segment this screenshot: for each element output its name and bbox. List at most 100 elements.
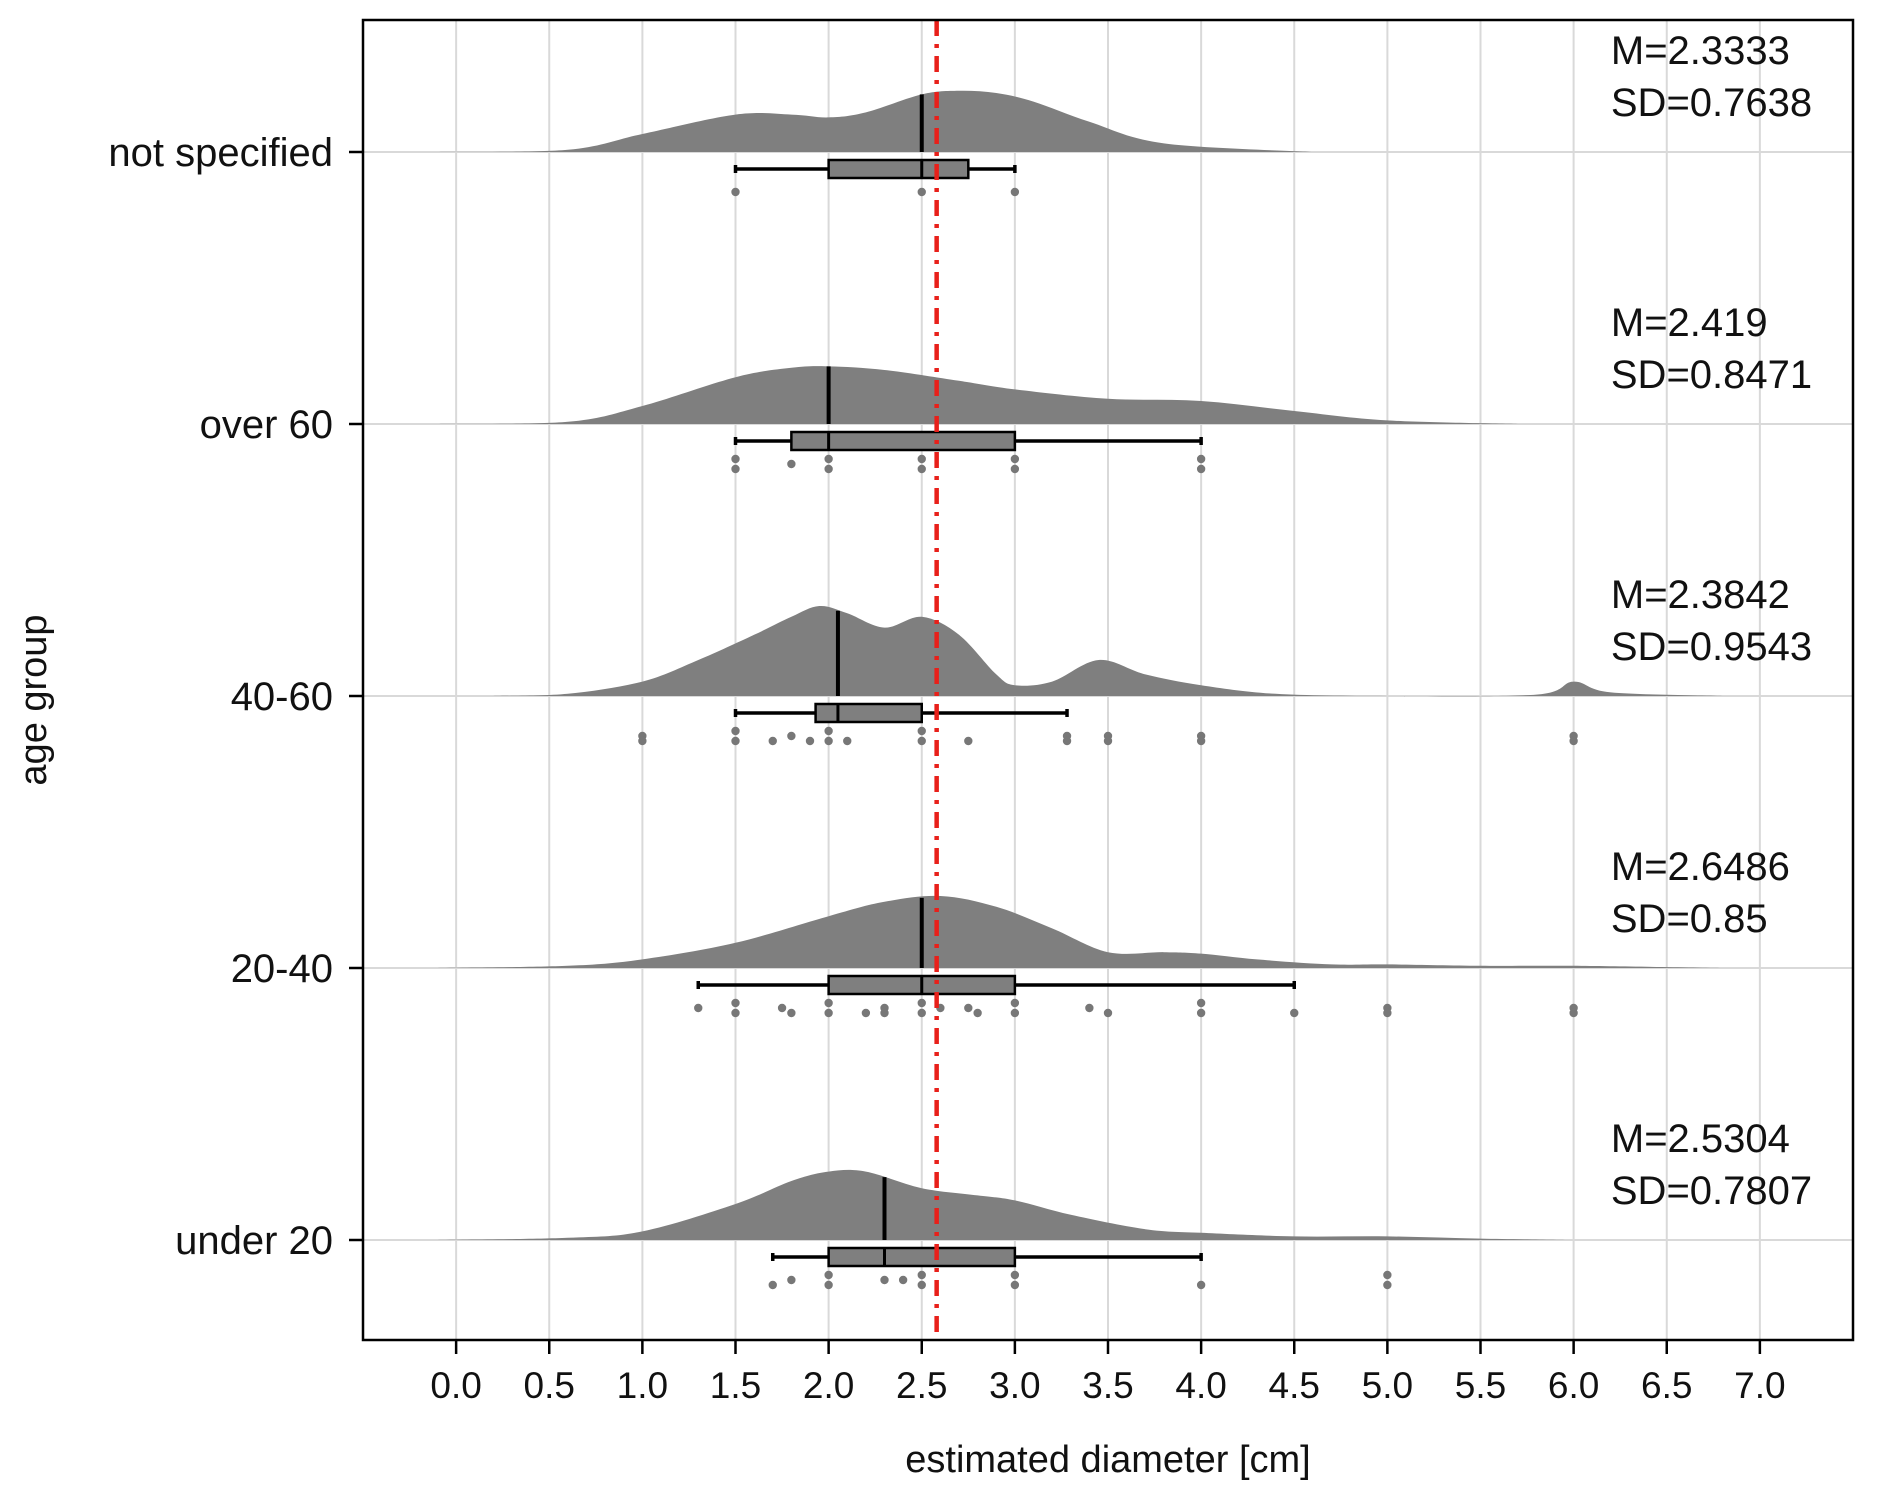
group-over-60-data-point [731,464,740,474]
group-40-60-data-point [805,736,815,746]
group-20-40-mean-label: M=2.6486 [1611,845,1790,889]
group-over-60-data-point [824,454,833,464]
group-40-60-data-point [824,726,833,736]
group-20-40-data-point [973,1008,982,1018]
group-20-40-sd-label: SD=0.85 [1611,897,1768,941]
x-tick-label: 0.0 [430,1365,481,1406]
group-20-40-data-point [787,1008,796,1018]
x-tick-label: 2.0 [803,1365,854,1406]
group-over-60-sd-label: SD=0.8471 [1611,353,1812,397]
x-tick-label: 3.0 [989,1365,1040,1406]
x-tick-label: 0.5 [524,1365,575,1406]
group-not-specified-mean-label: M=2.3333 [1611,29,1790,73]
group-over-60-data-point [1010,464,1020,474]
group-under-20-data-point [1383,1270,1392,1280]
group-not-specified-data-point [917,187,926,197]
group-20-40-data-point [917,998,926,1008]
group-over-60-box [790,430,1017,452]
group-not-specified-density-cloud [437,90,1313,152]
group-under-20-data-point [787,1275,796,1285]
group-20-40-data-point [824,998,833,1008]
group-40-60-data-point [731,736,740,746]
group-20-40-data-point [1196,1008,1206,1018]
group-not-specified-sd-label: SD=0.7638 [1611,81,1812,125]
group-over-60-data-point [731,454,740,464]
group-40-60-data-point [787,731,796,741]
box-layer [696,158,1296,1268]
group-40-60-data-point [731,726,740,736]
x-tick-label: 1.0 [617,1365,668,1406]
group-20-40-data-point [1383,1008,1392,1018]
group-40-60-data-point [824,736,833,746]
x-tick-label: 4.0 [1175,1365,1226,1406]
group-under-20-data-point [824,1280,833,1290]
x-tick-label: 3.5 [1082,1365,1133,1406]
group-20-40-data-point [1103,1008,1113,1018]
group-40-60-data-point [1103,736,1113,746]
group-40-60-data-point [917,736,926,746]
group-20-40-data-point [694,1003,703,1013]
group-under-20-data-point [768,1280,777,1290]
group-20-40-density-cloud [437,895,1723,968]
group-not-specified-data-point [731,187,740,197]
group-20-40-data-point [731,998,740,1008]
group-under-20-data-point [1383,1280,1392,1290]
group-over-60-data-point [1010,454,1020,464]
group-under-20-data-point [917,1270,926,1280]
group-under-20-data-point [880,1275,889,1285]
group-20-40-data-point [731,1008,740,1018]
group-20-40-data-point [964,1003,973,1013]
group-40-60-data-point [1062,736,1072,746]
group-20-40-data-point [1569,1008,1578,1018]
group-20-40-data-point [1196,998,1206,1008]
group-under-20-sd-label: SD=0.7807 [1611,1169,1812,1213]
group-not-specified-data-point [1010,187,1020,197]
axis-layer: not specified over 60 40-60 20-40 under 20 0.… [108,131,1785,1406]
y-tick-label: 40-60 [231,675,333,719]
group-under-20-box [827,1246,1017,1268]
stat-layer: M=2.3333 SD=0.7638 M=2.419 SD=0.8471 M=2.384… [1611,29,1812,1213]
group-over-60-mean-label: M=2.419 [1611,301,1768,345]
x-tick-label: 5.5 [1455,1365,1506,1406]
group-over-60-density-cloud [437,366,1518,424]
group-under-20-data-point [1196,1280,1206,1290]
group-20-40-data-point [1010,998,1020,1008]
group-over-60-data-point [787,459,796,469]
group-not-specified-box [827,158,970,180]
group-under-20-data-point [898,1275,908,1285]
group-20-40-data-point [880,1008,889,1018]
y-tick-label: 20-40 [231,947,333,991]
group-20-40-data-point [1085,1003,1094,1013]
x-tick-label: 6.5 [1641,1365,1692,1406]
group-over-60-data-point [1196,464,1206,474]
group-under-20-data-point [824,1270,833,1280]
group-40-60-data-point [1569,736,1578,746]
group-20-40-data-point [777,1003,787,1013]
group-40-60-mean-label: M=2.3842 [1611,573,1790,617]
group-40-60-data-point [843,736,852,746]
group-20-40-data-point [861,1008,871,1018]
x-tick-label: 2.5 [896,1365,947,1406]
y-tick-label: under 20 [175,1219,333,1263]
group-under-20-data-point [917,1280,926,1290]
point-layer [638,187,1578,1290]
y-axis-label: age group [13,614,55,785]
group-over-60-data-point [824,464,833,474]
group-20-40-data-point [824,1008,833,1018]
x-tick-label: 7.0 [1734,1365,1785,1406]
group-20-40-data-point [1010,1008,1020,1018]
group-under-20-data-point [1010,1280,1020,1290]
group-40-60-data-point [917,726,926,736]
y-tick-label: not specified [108,131,333,175]
x-axis-label: estimated diameter [cm] [905,1439,1310,1481]
group-40-60-data-point [964,736,973,746]
group-20-40-data-point [1290,1008,1299,1018]
x-tick-label: 5.0 [1362,1365,1413,1406]
group-over-60-data-point [917,464,926,474]
group-under-20-density-cloud [437,1169,1574,1240]
cloud-layer [437,90,1723,1240]
group-under-20-data-point [1010,1270,1020,1280]
group-40-60-data-point [768,736,777,746]
group-over-60-data-point [1196,454,1206,464]
